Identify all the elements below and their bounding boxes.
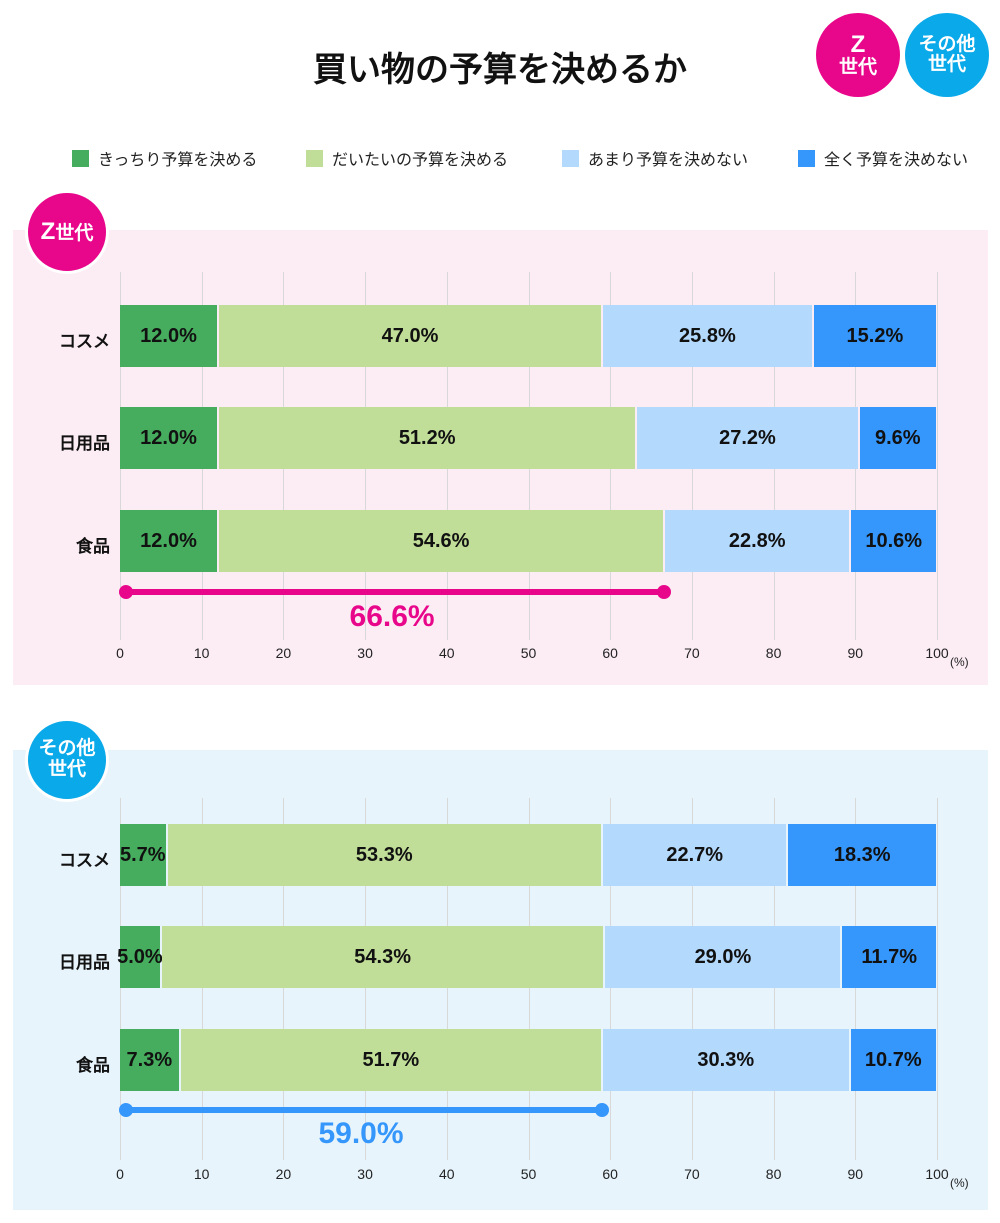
bar-segment: 18.3% — [788, 824, 936, 886]
group-label: その他世代 — [38, 738, 96, 780]
bar-segment: 12.0% — [120, 407, 218, 469]
bracket-end-dot — [595, 1103, 610, 1117]
legend-label: あまり予算を決めない — [588, 152, 749, 169]
category-label: コスメ — [59, 332, 110, 351]
bracket-label: 59.0% — [318, 1117, 404, 1150]
x-tick-label: 0 — [116, 645, 124, 661]
x-tick-label: 30 — [357, 645, 373, 661]
x-tick-label: 10 — [193, 645, 210, 661]
bar-segment: 22.8% — [665, 510, 850, 572]
x-tick-label: 40 — [439, 645, 455, 661]
x-tick-label: 80 — [765, 1166, 782, 1182]
bar-segment: 12.0% — [120, 510, 218, 572]
bracket-start-dot — [119, 1103, 133, 1117]
category-label: コスメ — [59, 851, 110, 870]
x-tick-label: 90 — [847, 645, 864, 661]
bar-segment: 12.0% — [120, 305, 218, 367]
bar-segment: 25.8% — [603, 305, 812, 367]
bar-segment: 5.7% — [120, 824, 166, 886]
bar-segment: 15.2% — [813, 305, 936, 367]
x-tick-label: 10 — [193, 1166, 210, 1182]
x-tick-label: 100 — [925, 1166, 949, 1182]
x-tick-label: 20 — [275, 1166, 292, 1182]
x-tick-label: 30 — [357, 1166, 373, 1182]
legend-item: だいたいの予算を決める — [306, 146, 508, 170]
legend-swatch — [72, 149, 89, 167]
bracket-line — [125, 1107, 603, 1113]
legend-label: きっちり予算を決める — [98, 152, 258, 169]
bar-segment: 5.0% — [117, 926, 163, 988]
legend-swatch — [798, 149, 815, 167]
bracket-end-dot — [657, 585, 672, 599]
bar-segment: 29.0% — [605, 926, 841, 988]
badge-other-generation: その他 世代 — [905, 13, 989, 97]
x-tick-label: 90 — [847, 1166, 864, 1182]
bar-segment: 51.2% — [219, 407, 636, 469]
x-tick-label: 40 — [439, 1166, 455, 1182]
panel-badge: Z世代 — [25, 190, 109, 274]
x-tick-label: 100 — [925, 645, 949, 661]
bar-segment: 54.3% — [161, 926, 604, 988]
category-label: 食品 — [76, 537, 110, 556]
badge-line2: 世代 — [838, 56, 877, 78]
bar-segment: 10.6% — [851, 510, 936, 572]
x-tick-label: 70 — [684, 1166, 700, 1182]
bar-segment: 7.3% — [120, 1029, 179, 1091]
category-label: 食品 — [76, 1056, 110, 1075]
gridline — [937, 272, 938, 640]
bar-segment: 27.2% — [637, 407, 858, 469]
x-tick-label: 50 — [520, 1166, 537, 1182]
x-tick-label: 60 — [602, 645, 618, 661]
legend-label: だいたいの予算を決める — [332, 152, 509, 169]
group-label: Z世代 — [40, 217, 94, 245]
bar-segment: 54.6% — [219, 510, 664, 572]
panel-badge: その他世代 — [25, 718, 109, 802]
bar-segment: 51.7% — [180, 1029, 602, 1091]
legend-item: あまり予算を決めない — [562, 146, 748, 170]
legend-item: 全く予算を決めない — [798, 146, 968, 170]
x-tick-label: 20 — [275, 645, 292, 661]
gridline — [937, 798, 938, 1160]
badge-z-generation: Z 世代 — [816, 13, 900, 97]
bar-segment: 10.7% — [850, 1029, 936, 1091]
x-tick-label: 60 — [602, 1166, 618, 1182]
legend-swatch — [306, 149, 323, 167]
badge-line2: 世代 — [927, 54, 966, 75]
legend-item: きっちり予算を決める — [72, 146, 257, 170]
bar-segment: 22.7% — [603, 824, 787, 886]
badge-line1: Z — [850, 31, 866, 59]
bracket-label: 66.6% — [349, 600, 435, 633]
badge-line1: その他 — [918, 34, 976, 56]
bar-segment: 53.3% — [167, 824, 602, 886]
chart-title: 買い物の予算を決めるか — [313, 51, 687, 89]
x-unit-label: (%) — [950, 1176, 969, 1190]
category-label: 日用品 — [59, 953, 110, 972]
x-unit-label: (%) — [950, 655, 969, 669]
bar-segment: 30.3% — [603, 1029, 849, 1091]
x-tick-label: 80 — [765, 645, 782, 661]
legend: きっちり予算を決める だいたいの予算を決める あまり予算を決めない 全く予算を決めない — [0, 146, 1000, 170]
category-label: 日用品 — [59, 434, 110, 453]
bar-segment: 47.0% — [219, 305, 602, 367]
x-tick-label: 50 — [520, 645, 537, 661]
x-tick-label: 0 — [116, 1166, 124, 1182]
x-tick-label: 70 — [684, 645, 700, 661]
legend-swatch — [562, 149, 579, 167]
bracket-line — [125, 589, 665, 595]
bar-segment: 9.6% — [859, 407, 936, 469]
legend-label: 全く予算を決めない — [824, 152, 969, 169]
bar-segment: 11.7% — [842, 926, 936, 988]
bracket-start-dot — [119, 585, 133, 599]
